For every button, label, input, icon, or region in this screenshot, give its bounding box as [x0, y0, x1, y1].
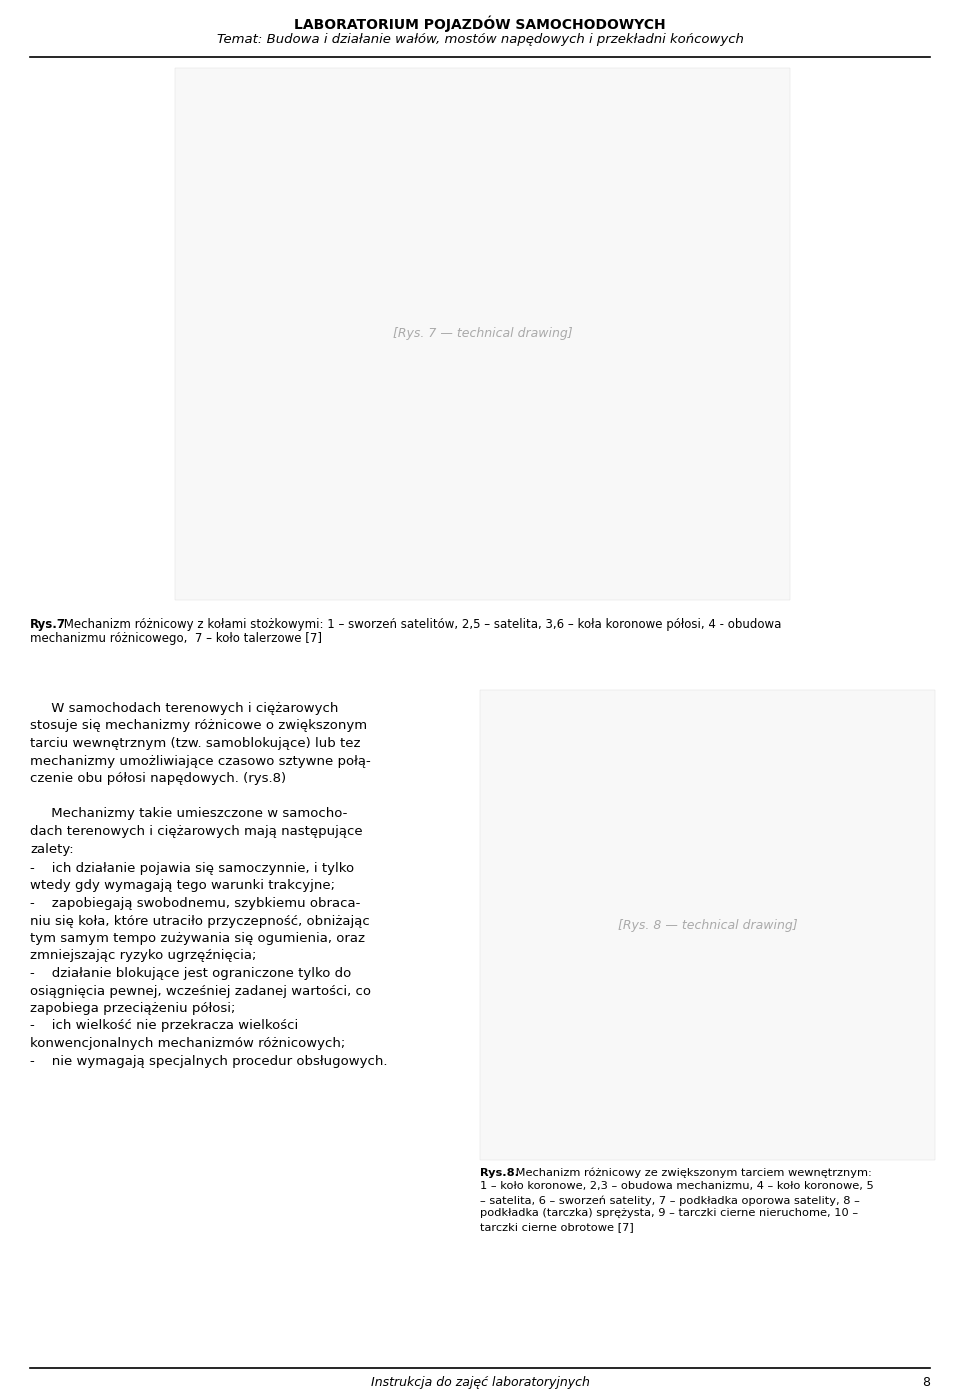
- Text: Instrukcja do zajęć laboratoryjnych: Instrukcja do zajęć laboratoryjnych: [371, 1376, 589, 1389]
- Text: zmniejszając ryzyko ugrzęźnięcia;: zmniejszając ryzyko ugrzęźnięcia;: [30, 949, 256, 962]
- Bar: [175, 68, 790, 600]
- Text: tarczki cierne obrotowe [7]: tarczki cierne obrotowe [7]: [480, 1222, 634, 1233]
- Text: -    ich wielkość nie przekracza wielkości: - ich wielkość nie przekracza wielkości: [30, 1019, 299, 1033]
- Text: Temat: Budowa i działanie wałów, mostów napędowych i przekładni końcowych: Temat: Budowa i działanie wałów, mostów …: [217, 34, 743, 46]
- Text: zalety:: zalety:: [30, 843, 74, 856]
- Text: -    działanie blokujące jest ograniczone tylko do: - działanie blokujące jest ograniczone t…: [30, 967, 351, 980]
- Text: 1 – koło koronowe, 2,3 – obudowa mechanizmu, 4 – koło koronowe, 5: 1 – koło koronowe, 2,3 – obudowa mechani…: [480, 1181, 874, 1192]
- Text: stosuje się mechanizmy różnicowe o zwiększonym: stosuje się mechanizmy różnicowe o zwięk…: [30, 719, 367, 733]
- Text: mechanizmy umożliwiające czasowo sztywne połą-: mechanizmy umożliwiające czasowo sztywne…: [30, 754, 371, 768]
- Text: – satelita, 6 – sworzeń satelity, 7 – podkładka oporowa satelity, 8 –: – satelita, 6 – sworzeń satelity, 7 – po…: [480, 1195, 860, 1206]
- Text: czenie obu półosi napędowych. (rys.8): czenie obu półosi napędowych. (rys.8): [30, 772, 286, 785]
- Text: Mechanizm różnicowy ze zwiększonym tarciem wewnętrznym:: Mechanizm różnicowy ze zwiększonym tarci…: [512, 1168, 872, 1178]
- Text: Mechanizm różnicowy z kołami stożkowymi: 1 – sworzeń satelitów, 2,5 – satelita, : Mechanizm różnicowy z kołami stożkowymi:…: [60, 618, 781, 631]
- Text: 8: 8: [922, 1376, 930, 1389]
- Text: niu się koła, które utraciło przyczepność, obniżając: niu się koła, które utraciło przyczepnoś…: [30, 914, 370, 927]
- Text: wtedy gdy wymagają tego warunki trakcyjne;: wtedy gdy wymagają tego warunki trakcyjn…: [30, 879, 335, 892]
- Text: osiągnięcia pewnej, wcześniej zadanej wartości, co: osiągnięcia pewnej, wcześniej zadanej wa…: [30, 984, 371, 998]
- Text: tarciu wewnętrznym (tzw. samoblokujące) lub tez: tarciu wewnętrznym (tzw. samoblokujące) …: [30, 737, 361, 750]
- Text: mechanizmu różnicowego,  7 – koło talerzowe [7]: mechanizmu różnicowego, 7 – koło talerzo…: [30, 632, 322, 645]
- Text: podkładka (tarczka) sprężysta, 9 – tarczki cierne nieruchome, 10 –: podkładka (tarczka) sprężysta, 9 – tarcz…: [480, 1209, 858, 1219]
- Text: zapobiega przeciążeniu półosi;: zapobiega przeciążeniu półosi;: [30, 1002, 235, 1015]
- Text: -    ich działanie pojawia się samoczynnie, i tylko: - ich działanie pojawia się samoczynnie,…: [30, 861, 354, 875]
- Text: LABORATORIUM POJAZDÓW SAMOCHODOWYCH: LABORATORIUM POJAZDÓW SAMOCHODOWYCH: [294, 15, 666, 32]
- Text: [Rys. 7 — technical drawing]: [Rys. 7 — technical drawing]: [393, 328, 572, 341]
- Bar: [480, 690, 935, 1160]
- Text: Mechanizmy takie umieszczone w samocho-: Mechanizmy takie umieszczone w samocho-: [30, 807, 348, 821]
- Text: dach terenowych i ciężarowych mają następujące: dach terenowych i ciężarowych mają nastę…: [30, 825, 363, 838]
- Text: Rys.7: Rys.7: [30, 618, 66, 631]
- Text: [Rys. 8 — technical drawing]: [Rys. 8 — technical drawing]: [617, 919, 798, 931]
- Text: tym samym tempo zużywania się ogumienia, oraz: tym samym tempo zużywania się ogumienia,…: [30, 933, 365, 945]
- Text: -    nie wymagają specjalnych procedur obsługowych.: - nie wymagają specjalnych procedur obsł…: [30, 1054, 388, 1068]
- Text: Rys.8.: Rys.8.: [480, 1168, 519, 1178]
- Text: konwencjonalnych mechanizmów różnicowych;: konwencjonalnych mechanizmów różnicowych…: [30, 1037, 346, 1050]
- Text: -    zapobiegają swobodnemu, szybkiemu obraca-: - zapobiegają swobodnemu, szybkiemu obra…: [30, 898, 360, 910]
- Text: W samochodach terenowych i ciężarowych: W samochodach terenowych i ciężarowych: [30, 702, 338, 715]
